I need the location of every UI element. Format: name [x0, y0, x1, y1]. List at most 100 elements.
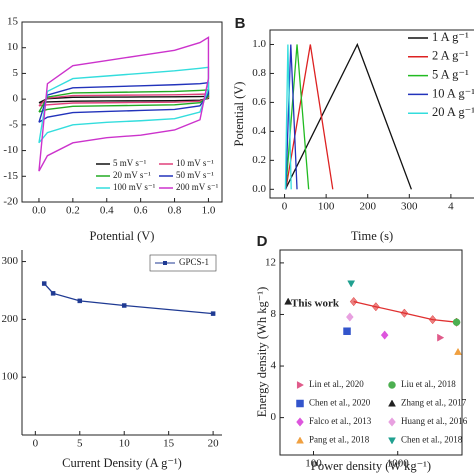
legend-label: GPCS-1 — [179, 257, 209, 267]
x-tick-label: 300 — [401, 201, 418, 213]
y-tick-label: 300 — [2, 255, 19, 267]
y-tick-label: 5 — [13, 67, 19, 79]
y-tick-label: 4 — [271, 360, 277, 372]
y-tick-label: 1.0 — [252, 38, 266, 50]
x-tick-label: 4 — [448, 201, 454, 213]
y-tick-label: -15 — [3, 170, 18, 182]
y-tick-label: 12 — [265, 256, 276, 268]
data-point — [437, 333, 445, 342]
legend-label: Liu et al., 2018 — [401, 379, 456, 389]
data-point — [77, 298, 83, 304]
x-tick-label: 1000 — [387, 458, 410, 470]
legend-marker — [388, 381, 396, 389]
y-tick-label: 0.6 — [252, 96, 266, 108]
x-tick-label: 10 — [119, 438, 131, 450]
x-axis-label: Power density (W kg⁻¹) — [311, 459, 431, 473]
legend-marker — [388, 437, 396, 445]
x-tick-label: 100 — [305, 458, 322, 470]
plot-frame — [21, 21, 223, 203]
x-tick-label: 0.6 — [134, 205, 148, 217]
legend-label: 10 A g⁻¹ — [432, 86, 474, 100]
x-tick-label: 0.2 — [66, 205, 80, 217]
data-point — [452, 318, 461, 326]
data-point — [347, 280, 356, 288]
x-tick-label: 5 — [77, 438, 83, 450]
y-tick-label: 0.4 — [252, 125, 266, 137]
legend-box — [149, 254, 217, 272]
y-tick-label: 0 — [13, 93, 19, 105]
legend-label: Chen et al., 2018 — [401, 435, 463, 445]
legend-label: 5 A g⁻¹ — [432, 67, 469, 81]
y-tick-label: 100 — [2, 371, 19, 383]
legend-marker — [296, 436, 304, 444]
y-tick-label: 200 — [2, 313, 19, 325]
plot-frame — [279, 249, 463, 456]
x-axis-label: Potential (V) — [90, 229, 155, 243]
data-point — [121, 303, 127, 308]
legend-label: 100 mV s⁻¹ — [113, 182, 156, 192]
series-line — [284, 42, 412, 190]
legend-label: 5 mV s⁻¹ — [113, 158, 147, 168]
panel-label: D — [257, 233, 268, 250]
y-tick-label: -20 — [3, 196, 18, 208]
x-tick-label: 200 — [359, 201, 376, 213]
y-tick-label: 0.2 — [252, 154, 266, 166]
legend-label: Huang et al., 2016 — [401, 416, 468, 426]
y-tick-label: 15 — [7, 16, 19, 28]
x-tick-label: 0.8 — [168, 205, 182, 217]
x-tick-label: 100 — [318, 201, 335, 213]
legend-marker — [388, 417, 396, 427]
annotation: This work — [291, 298, 340, 310]
y-tick-label: 0 — [271, 411, 277, 423]
data-point — [349, 296, 358, 307]
x-tick-label: 15 — [163, 438, 175, 450]
legend-label: 50 mV s⁻¹ — [176, 170, 214, 180]
data-point — [428, 315, 437, 325]
legend-label: 20 A g⁻¹ — [432, 105, 474, 119]
data-point — [343, 327, 351, 335]
data-point — [372, 302, 380, 312]
legend-label: 2 A g⁻¹ — [432, 49, 469, 63]
data-point — [380, 330, 389, 340]
y-tick-label: 8 — [271, 308, 277, 320]
panel-label: B — [235, 15, 246, 32]
y-axis-label: Energy density (Wh kg⁻¹) — [255, 287, 269, 418]
y-tick-label: 0.0 — [252, 183, 266, 195]
x-tick-label: 20 — [208, 438, 220, 450]
data-point — [284, 297, 293, 305]
legend-label: Lin et al., 2020 — [309, 379, 364, 389]
x-tick-label: 0 — [282, 201, 288, 213]
data-point — [400, 308, 409, 318]
legend-label: 20 mV s⁻¹ — [113, 170, 151, 180]
data-point — [346, 312, 354, 322]
data-point — [41, 281, 47, 286]
series-line — [285, 44, 298, 190]
y-tick-label: 10 — [7, 41, 19, 53]
legend-label: 10 mV s⁻¹ — [176, 158, 214, 168]
y-tick-label: -5 — [9, 118, 19, 130]
x-tick-label: 0.0 — [32, 205, 46, 217]
legend-marker — [296, 417, 304, 427]
data-point — [50, 291, 56, 296]
legend-label: 200 mV s⁻¹ — [176, 182, 219, 192]
legend-marker — [388, 399, 396, 407]
series-line — [38, 36, 210, 172]
x-tick-label: 0.4 — [100, 205, 114, 217]
series-line — [284, 44, 292, 190]
plot-frame — [269, 29, 474, 199]
legend-label: 1 A g⁻¹ — [432, 30, 469, 44]
data-point — [210, 311, 216, 316]
legend-marker — [296, 381, 305, 389]
legend-label: Zhang et al., 2017 — [401, 398, 467, 408]
x-axis-label: Current Density (A g⁻¹) — [62, 456, 182, 470]
legend-label: Pang et al., 2018 — [309, 435, 370, 445]
data-point — [454, 347, 462, 355]
y-tick-label: 0.8 — [252, 67, 266, 79]
legend-marker — [163, 261, 167, 265]
series-line — [285, 44, 334, 190]
legend-label: Falco et al., 2013 — [309, 416, 372, 426]
legend-label: Chen et al., 2020 — [309, 398, 371, 408]
legend-marker — [296, 399, 304, 408]
